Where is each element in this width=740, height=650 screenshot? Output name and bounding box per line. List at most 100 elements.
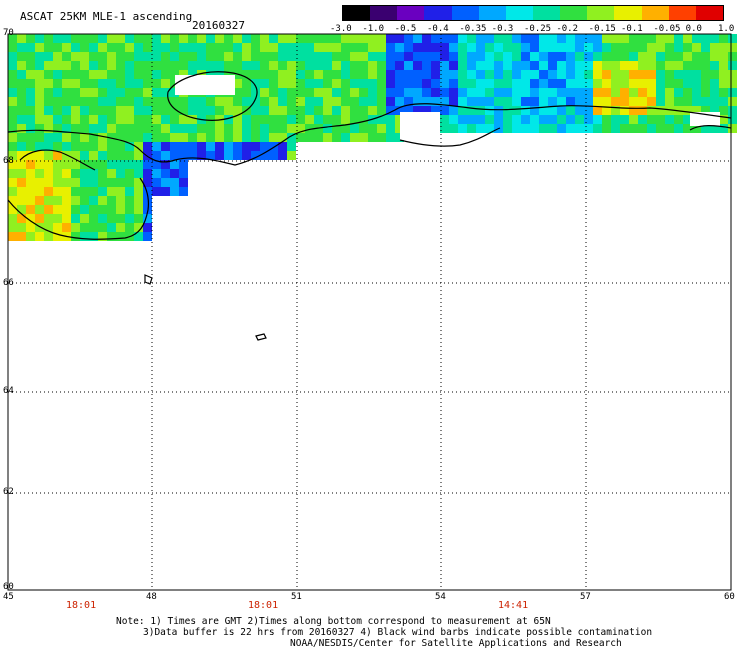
data-cell [305, 124, 314, 133]
colorbar-segment [668, 6, 696, 20]
data-cell [143, 61, 152, 70]
data-cell [602, 97, 611, 106]
data-cell [458, 61, 467, 70]
data-cell [44, 232, 53, 241]
data-cell [530, 52, 539, 61]
data-cell [287, 34, 296, 43]
data-cell [494, 61, 503, 70]
data-cell [512, 52, 521, 61]
data-cell [485, 52, 494, 61]
data-cell [287, 43, 296, 52]
data-cell [584, 34, 593, 43]
data-cell [143, 160, 152, 169]
data-cell [683, 97, 692, 106]
data-cell [80, 214, 89, 223]
data-cell [197, 52, 206, 61]
data-cell [179, 142, 188, 151]
data-cell [98, 124, 107, 133]
data-cell [287, 124, 296, 133]
data-cell [620, 88, 629, 97]
data-cell [188, 133, 197, 142]
data-cell [683, 124, 692, 133]
data-cell [233, 79, 242, 88]
colorbar-segment [641, 6, 669, 20]
data-cell [701, 70, 710, 79]
data-cell [251, 61, 260, 70]
data-cell [359, 34, 368, 43]
data-cell [89, 97, 98, 106]
data-cell [161, 106, 170, 115]
data-cell [161, 178, 170, 187]
data-cell [611, 52, 620, 61]
data-cell [656, 43, 665, 52]
data-cell [53, 169, 62, 178]
data-cell [710, 124, 719, 133]
data-cell [260, 151, 269, 160]
data-cell [530, 61, 539, 70]
data-cell [710, 97, 719, 106]
data-cell [17, 79, 26, 88]
data-cell [107, 52, 116, 61]
data-cell [521, 88, 530, 97]
data-cell [602, 115, 611, 124]
data-cell [161, 115, 170, 124]
data-cell [8, 196, 17, 205]
data-cell [233, 151, 242, 160]
data-cell [98, 61, 107, 70]
data-cell [143, 124, 152, 133]
data-cell [440, 88, 449, 97]
data-cell [278, 106, 287, 115]
data-cell [179, 70, 188, 79]
data-cell [485, 70, 494, 79]
data-cell [683, 106, 692, 115]
data-cell [116, 34, 125, 43]
data-cell [278, 34, 287, 43]
data-cell [107, 187, 116, 196]
data-cell [89, 196, 98, 205]
data-cell [575, 97, 584, 106]
data-cell [485, 34, 494, 43]
data-cell [8, 151, 17, 160]
data-cell [413, 43, 422, 52]
data-cell [8, 160, 17, 169]
data-cell [17, 52, 26, 61]
data-cell [53, 97, 62, 106]
data-cell [350, 79, 359, 88]
data-cell [701, 34, 710, 43]
data-cell [386, 79, 395, 88]
data-cell [242, 61, 251, 70]
data-cell [287, 97, 296, 106]
data-cell [548, 43, 557, 52]
data-cell [728, 34, 737, 43]
data-cell [647, 61, 656, 70]
data-cell [665, 43, 674, 52]
data-cell [620, 115, 629, 124]
data-cell [80, 133, 89, 142]
data-cell [62, 133, 71, 142]
data-cell [134, 205, 143, 214]
data-cell [71, 70, 80, 79]
data-cell [107, 61, 116, 70]
data-cell [179, 160, 188, 169]
data-cell [152, 124, 161, 133]
data-cell [179, 178, 188, 187]
data-cell [575, 115, 584, 124]
data-cell [260, 142, 269, 151]
data-cell [377, 61, 386, 70]
data-cell [314, 52, 323, 61]
data-cell [368, 133, 377, 142]
data-cell [674, 79, 683, 88]
data-cell [530, 97, 539, 106]
data-cell [17, 43, 26, 52]
note-line-1: Note: 1) Times are GMT 2)Times along bot… [116, 616, 551, 627]
data-cell [116, 97, 125, 106]
data-cell [53, 142, 62, 151]
data-cell [260, 34, 269, 43]
data-cell [26, 70, 35, 79]
data-cell [287, 52, 296, 61]
data-cell [161, 142, 170, 151]
data-cell [143, 151, 152, 160]
data-cell [701, 88, 710, 97]
data-cell [53, 88, 62, 97]
data-cell [548, 61, 557, 70]
